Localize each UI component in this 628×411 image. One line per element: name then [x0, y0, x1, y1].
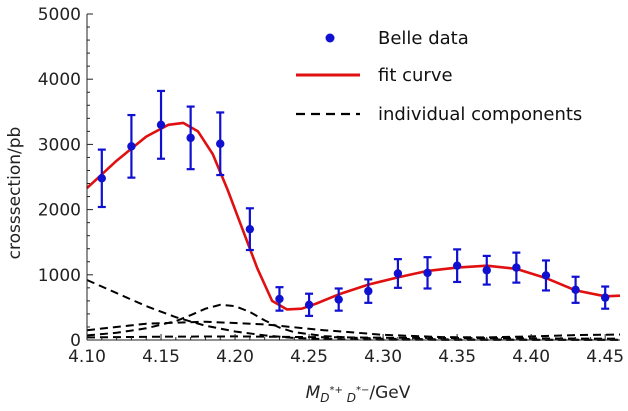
axes: 4.10 4.15 4.20 4.25 4.30 4.35 4.40 4.45 0 1000 20… — [38, 5, 624, 367]
data-point — [245, 207, 255, 252]
data-marker — [127, 142, 136, 151]
legend-entry-fit: fit curve — [296, 65, 453, 86]
y-tick-label: 1000 — [38, 266, 81, 286]
data-point — [304, 292, 314, 317]
x-tick-label: 4.40 — [512, 347, 550, 367]
plot-area — [86, 89, 621, 341]
legend-entry-data: Belle data — [325, 28, 469, 49]
x-axis-title-unit: /GeV — [369, 383, 410, 403]
data-point — [452, 248, 462, 284]
data-marker — [482, 266, 491, 275]
data-point — [364, 278, 373, 304]
x-tick-label: 4.15 — [142, 347, 180, 367]
legend-components-label: individual components — [378, 104, 582, 125]
data-marker — [512, 263, 521, 272]
data-point — [393, 258, 403, 289]
data-point — [423, 256, 432, 290]
data-point — [600, 285, 610, 310]
y-tick-label: 3000 — [38, 135, 81, 155]
legend-data-marker — [325, 33, 335, 43]
x-axis-title-sub-main: D — [320, 391, 329, 405]
data-marker — [600, 293, 610, 302]
data-marker — [423, 268, 432, 278]
data-marker — [156, 120, 166, 130]
x-axis-title-symbol: M — [306, 383, 321, 403]
data-marker — [393, 269, 403, 278]
data-marker — [364, 286, 373, 296]
data-point — [571, 275, 580, 304]
data-marker — [334, 295, 343, 304]
legend-entry-components: individual components — [296, 104, 582, 125]
data-point — [156, 89, 166, 160]
data-marker — [452, 261, 462, 270]
x-axis-title-sub-sup2: *− — [356, 385, 369, 396]
x-tick-label: 4.45 — [586, 347, 624, 367]
data-point — [541, 259, 551, 292]
data-marker — [245, 224, 255, 234]
data-marker — [275, 294, 284, 304]
component-curve — [86, 335, 621, 340]
x-tick-label: 4.10 — [68, 347, 106, 367]
y-axis-title: crosssection/pb — [5, 127, 25, 260]
x-tick-label: 4.20 — [216, 347, 254, 367]
data-marker — [186, 133, 195, 143]
data-marker — [571, 285, 580, 294]
legend: Belle data fit curve individual componen… — [296, 28, 582, 125]
data-point — [186, 105, 195, 171]
x-axis-title-sub-mid: D — [343, 391, 356, 405]
fit-curve — [86, 121, 621, 311]
legend-fit-label: fit curve — [378, 65, 453, 86]
data-point — [512, 251, 521, 284]
y-tick-label: 2000 — [38, 201, 81, 221]
data-point — [127, 113, 136, 179]
data-point — [334, 287, 343, 312]
y-tick-label: 0 — [70, 331, 81, 351]
data-point — [216, 111, 225, 177]
legend-data-label: Belle data — [378, 28, 469, 49]
y-tick-label: 5000 — [38, 5, 81, 25]
component-curve — [86, 279, 620, 341]
data-marker — [97, 174, 107, 183]
data-point — [482, 254, 491, 286]
x-tick-label: 4.25 — [290, 347, 328, 367]
data-point — [275, 286, 284, 312]
x-tick-label: 4.35 — [438, 347, 476, 367]
data-marker — [304, 300, 314, 309]
x-ticks: 4.10 4.15 4.20 4.25 4.30 4.35 4.40 4.45 — [68, 334, 624, 367]
data-point — [97, 148, 107, 209]
component-curve — [86, 320, 621, 339]
x-axis-title: MD*+ D*−/GeV — [306, 383, 411, 405]
data-marker — [216, 139, 225, 148]
y-ticks: 0 1000 2000 3000 4000 5000 — [38, 5, 93, 351]
y-tick-label: 4000 — [38, 70, 81, 90]
x-tick-label: 4.30 — [364, 347, 402, 367]
data-marker — [541, 271, 551, 280]
x-axis-title-sub-sup1: *+ — [330, 385, 343, 396]
